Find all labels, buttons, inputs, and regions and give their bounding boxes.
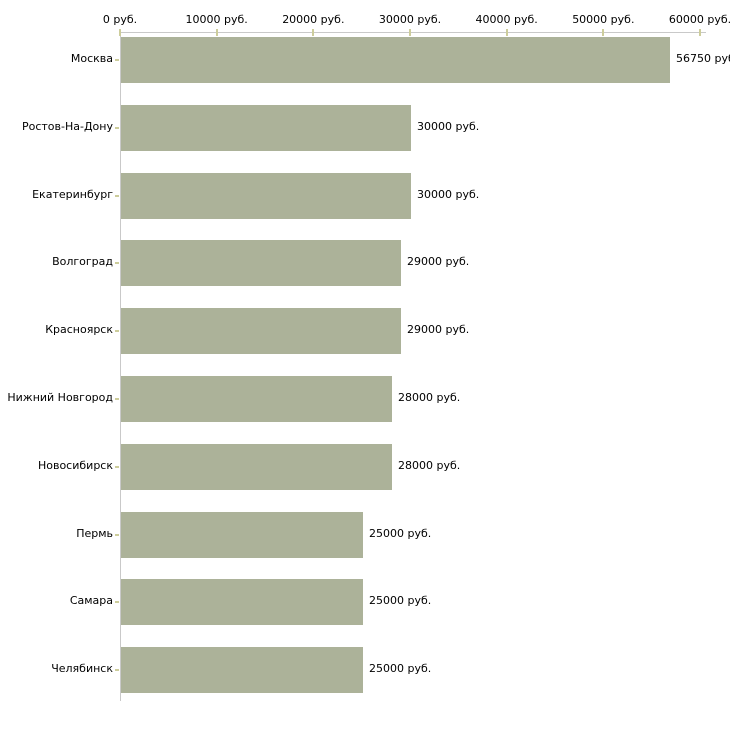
- category-label: Самара: [69, 594, 113, 607]
- category-label: Екатеринбург: [32, 188, 113, 201]
- x-tick-mark: [602, 29, 605, 36]
- category-tick-mark: [115, 127, 119, 129]
- x-tick-label: 40000 руб.: [475, 13, 538, 26]
- bar-value-label: 30000 руб.: [417, 188, 480, 201]
- bar-value-label: 28000 руб.: [398, 459, 461, 472]
- x-tick-mark: [505, 29, 508, 36]
- x-tick-mark: [119, 29, 121, 36]
- bar-value-label: 25000 руб.: [369, 662, 432, 675]
- bar-value-label: 25000 руб.: [369, 594, 432, 607]
- bar: [121, 647, 363, 693]
- category-tick-mark: [115, 466, 119, 468]
- x-axis-line: [120, 32, 706, 33]
- bar-value-label: 56750 руб.: [676, 52, 730, 65]
- y-axis-line: [120, 32, 121, 701]
- category-tick-mark: [115, 669, 119, 671]
- bar-value-label: 29000 руб.: [407, 255, 470, 268]
- x-tick-label: 30000 руб.: [378, 13, 442, 26]
- bar: [121, 444, 392, 490]
- category-label: Нижний Новгород: [7, 391, 113, 404]
- bar-value-label: 25000 руб.: [369, 527, 432, 540]
- x-tick-label: 60000 руб.: [668, 13, 730, 26]
- bar: [121, 240, 401, 286]
- category-tick-mark: [115, 534, 119, 536]
- bar: [121, 173, 411, 219]
- bar-value-label: 30000 руб.: [417, 120, 480, 133]
- category-label: Пермь: [76, 527, 113, 540]
- bar-value-label: 29000 руб.: [407, 323, 470, 336]
- x-tick-label: 10000 руб.: [185, 13, 248, 26]
- x-tick-mark: [215, 29, 218, 36]
- x-tick-label: 20000 руб.: [282, 13, 345, 26]
- category-tick-mark: [115, 398, 119, 400]
- bar: [121, 579, 363, 625]
- bar: [121, 512, 363, 558]
- x-tick-mark: [312, 29, 315, 36]
- category-label: Красноярск: [45, 323, 113, 336]
- category-label: Москва: [70, 52, 113, 65]
- bar: [121, 37, 670, 83]
- x-tick-label: 50000 руб.: [572, 13, 635, 26]
- category-label: Волгоград: [52, 255, 113, 268]
- bar: [121, 308, 401, 354]
- category-tick-mark: [115, 195, 119, 197]
- x-tick-mark: [409, 29, 411, 36]
- bar: [121, 376, 392, 422]
- category-tick-mark: [115, 601, 119, 603]
- x-tick-label: 0 руб.: [102, 13, 138, 26]
- category-tick-mark: [115, 59, 119, 61]
- category-tick-mark: [115, 262, 119, 264]
- category-tick-mark: [115, 330, 119, 332]
- x-tick-mark: [699, 29, 701, 36]
- category-label: Ростов-На-Дону: [21, 120, 113, 133]
- bar-value-label: 28000 руб.: [398, 391, 461, 404]
- category-label: Новосибирск: [37, 459, 113, 472]
- bar: [121, 105, 411, 151]
- category-label: Челябинск: [51, 662, 113, 675]
